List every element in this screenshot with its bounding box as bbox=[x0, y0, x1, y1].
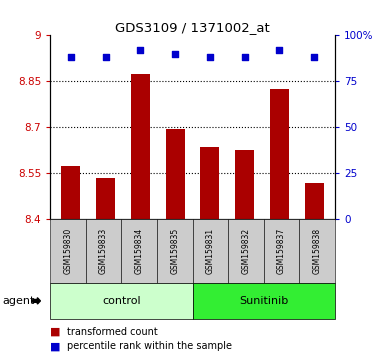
Text: transformed count: transformed count bbox=[67, 327, 158, 337]
Text: ■: ■ bbox=[50, 341, 60, 351]
Point bbox=[311, 55, 317, 60]
Bar bbox=[200, 147, 219, 219]
Point bbox=[137, 47, 144, 53]
Bar bbox=[270, 89, 289, 219]
Text: percentile rank within the sample: percentile rank within the sample bbox=[67, 341, 233, 351]
Point bbox=[68, 55, 74, 60]
Text: GSM159833: GSM159833 bbox=[99, 228, 108, 274]
Text: GSM159832: GSM159832 bbox=[241, 228, 250, 274]
Point bbox=[241, 55, 248, 60]
Point bbox=[276, 47, 283, 53]
Text: GSM159830: GSM159830 bbox=[64, 228, 72, 274]
Text: Sunitinib: Sunitinib bbox=[239, 296, 288, 306]
Text: GSM159831: GSM159831 bbox=[206, 228, 215, 274]
Title: GDS3109 / 1371002_at: GDS3109 / 1371002_at bbox=[115, 21, 270, 34]
Point bbox=[102, 55, 109, 60]
Text: ■: ■ bbox=[50, 327, 60, 337]
Text: GSM159837: GSM159837 bbox=[277, 228, 286, 274]
Bar bbox=[61, 166, 80, 219]
Text: GSM159838: GSM159838 bbox=[313, 228, 321, 274]
Text: GSM159834: GSM159834 bbox=[135, 228, 144, 274]
Point bbox=[172, 51, 178, 57]
Bar bbox=[235, 150, 254, 219]
Bar bbox=[305, 183, 324, 219]
Bar bbox=[96, 178, 115, 219]
Bar bbox=[166, 129, 185, 219]
Text: control: control bbox=[102, 296, 141, 306]
Point bbox=[207, 55, 213, 60]
Text: GSM159835: GSM159835 bbox=[170, 228, 179, 274]
Bar bbox=[131, 74, 150, 219]
Text: agent: agent bbox=[2, 296, 34, 306]
